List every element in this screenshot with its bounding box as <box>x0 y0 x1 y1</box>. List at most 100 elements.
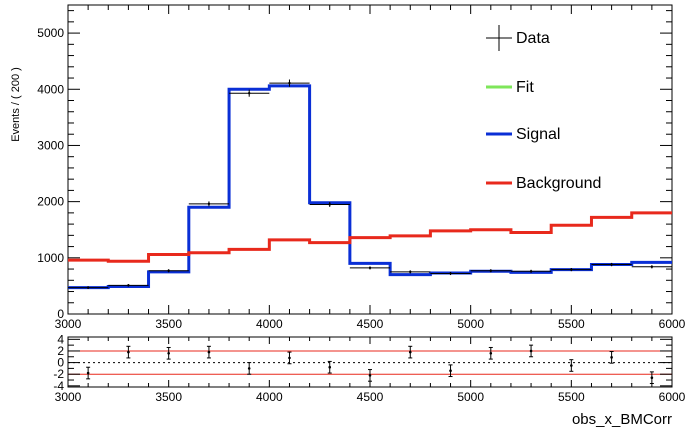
legend-label-data: Data <box>516 30 550 47</box>
pull-y-tick-label: 4 <box>57 332 64 346</box>
pull-point-marker <box>328 365 332 369</box>
pull-point <box>368 369 372 382</box>
data-point-marker <box>248 92 251 95</box>
x-tick-label: 3000 <box>55 317 82 331</box>
x-tick-label: 5000 <box>457 317 484 331</box>
data-point <box>68 286 109 289</box>
pull-point-marker <box>288 356 291 360</box>
pull-point <box>86 366 91 380</box>
pull-point-marker <box>207 350 211 354</box>
pull-x-tick-label: 3000 <box>55 390 82 404</box>
pull-point <box>166 346 171 360</box>
pull-point-marker <box>610 356 613 359</box>
pull-point-marker <box>570 364 573 367</box>
x-tick-label: 4500 <box>357 317 384 331</box>
data-point-marker <box>610 263 613 266</box>
pull-point-marker <box>86 371 90 375</box>
y-tick-label: 4000 <box>37 82 64 96</box>
data-point <box>390 270 431 274</box>
legend-entry-data: Data <box>486 25 550 51</box>
pull-x-tick-label: 4000 <box>256 390 283 404</box>
data-point-marker <box>449 272 452 275</box>
pull-point <box>206 345 211 359</box>
pull-x-tick-label: 4500 <box>357 390 384 404</box>
data-point <box>229 89 270 97</box>
data-point <box>631 265 672 269</box>
pull-point <box>408 345 413 359</box>
pull-point <box>649 371 654 385</box>
data-point-marker <box>489 269 492 272</box>
data-point-marker <box>86 286 90 289</box>
data-point <box>309 201 350 207</box>
data-point <box>108 284 149 287</box>
pull-y-tick-label: 0 <box>57 356 64 370</box>
pull-x-tick-label: 5000 <box>457 390 484 404</box>
pull-point <box>529 344 534 358</box>
pull-point <box>287 351 292 365</box>
legend-label-fit: Fit <box>516 79 534 96</box>
pull-x-tick-label: 6000 <box>659 390 686 404</box>
data-point <box>551 268 592 272</box>
data-point <box>470 269 511 273</box>
pull-y-tick-label: -2 <box>53 367 64 381</box>
legend-label-signal: Signal <box>516 126 560 143</box>
pull-x-tick-label: 5500 <box>558 390 585 404</box>
pull-point <box>327 360 332 374</box>
pull-point-marker <box>247 367 251 370</box>
legend-entry-background: Background <box>486 175 601 192</box>
pull-y-tick-label: 2 <box>57 344 64 358</box>
pull-x-tick-label: 3500 <box>155 390 182 404</box>
x-tick-label: 4000 <box>256 317 283 331</box>
data-point <box>430 272 471 276</box>
pull-point <box>488 346 493 360</box>
pull-point <box>448 364 453 378</box>
data-point <box>591 262 632 267</box>
legend: Data Fit Signal Background <box>486 25 601 192</box>
data-point <box>349 266 391 270</box>
pull-point-marker <box>489 351 493 355</box>
data-point-marker <box>650 265 654 269</box>
data-point-marker <box>127 284 130 287</box>
legend-entry-signal: Signal <box>486 126 560 143</box>
pull-point-marker <box>408 350 412 354</box>
main-plot-panel: 3000 3500 4000 4500 5000 5500 6000 0 1000 2000 300… <box>37 4 686 331</box>
y-tick-label: 2000 <box>37 195 64 209</box>
y-tick-label: 1000 <box>37 251 64 265</box>
background-series-line <box>68 211 672 263</box>
data-point-marker <box>207 202 211 206</box>
pull-point-marker <box>167 351 170 355</box>
y-axis-label: Events / ( 200 ) <box>10 67 22 142</box>
data-point <box>269 79 310 87</box>
pull-y-tick-label: -4 <box>53 379 64 393</box>
data-point-marker <box>288 81 291 85</box>
data-point-marker <box>328 203 331 206</box>
data-point-marker <box>570 268 573 271</box>
y-tick-label: 0 <box>57 307 64 321</box>
pull-point-marker <box>127 350 130 354</box>
data-point <box>510 269 552 273</box>
data-point-marker <box>409 270 412 274</box>
pull-point-marker <box>449 369 452 373</box>
legend-entry-fit: Fit <box>486 79 534 96</box>
x-tick-label: 3500 <box>155 317 182 331</box>
data-point <box>188 201 230 207</box>
pull-point-marker <box>529 349 533 353</box>
legend-label-background: Background <box>516 175 601 192</box>
x-axis-label: obs_x_BMCorr <box>572 411 672 428</box>
pull-point <box>569 359 574 372</box>
pull-point-marker <box>368 374 372 377</box>
data-point <box>148 269 189 273</box>
pull-point <box>609 351 614 364</box>
x-tick-label: 6000 <box>659 317 686 331</box>
pull-point-marker <box>650 376 654 379</box>
y-tick-label: 5000 <box>37 26 64 40</box>
pull-point <box>126 345 131 359</box>
data-point-marker <box>368 266 372 270</box>
y-tick-label: 3000 <box>37 138 64 152</box>
data-point-marker <box>529 270 533 273</box>
x-tick-label: 5500 <box>558 317 585 331</box>
pull-point <box>247 362 252 375</box>
data-point-marker <box>167 269 170 272</box>
